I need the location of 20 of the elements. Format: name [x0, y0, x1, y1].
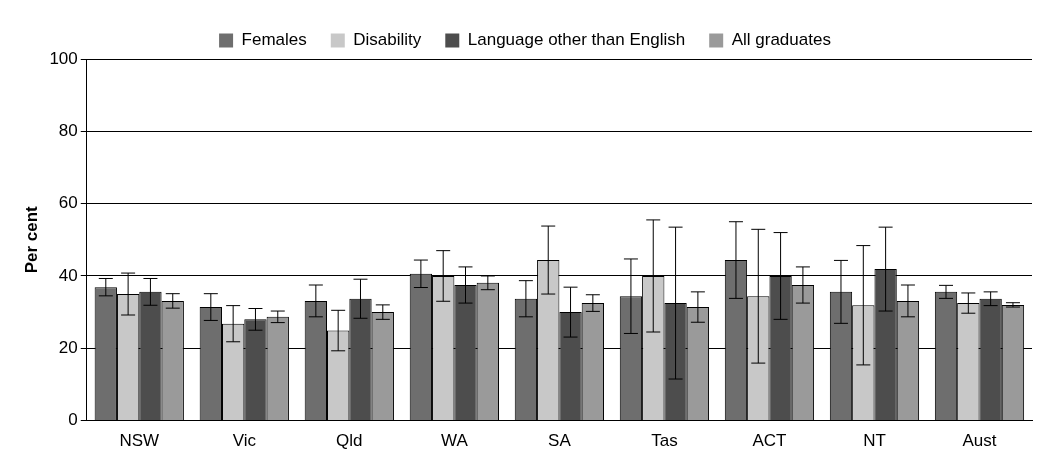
y-tick-label: 0 — [68, 410, 78, 430]
x-tick-label: Tas — [651, 431, 678, 451]
x-tick-label: NT — [863, 431, 886, 451]
legend-label: Females — [241, 30, 307, 50]
y-tick-label: 100 — [49, 48, 78, 68]
x-tick-label: ACT — [752, 431, 787, 451]
y-tick-label: 60 — [58, 193, 78, 213]
x-tick-label: Aust — [962, 431, 997, 451]
legend-label: All graduates — [731, 30, 831, 50]
y-tick-label: 40 — [58, 265, 78, 285]
y-tick-label: 20 — [58, 337, 78, 357]
x-tick-label: SA — [548, 431, 572, 451]
x-tick-label: NSW — [119, 431, 160, 451]
x-tick-label: Vic — [232, 431, 257, 451]
y-tick-label: 80 — [58, 121, 78, 141]
y-axis-title: Per cent — [21, 205, 41, 274]
x-tick-label: WA — [440, 431, 469, 451]
x-tick-label: Qld — [336, 431, 363, 451]
legend-label: Language other than English — [467, 30, 686, 50]
legend-label: Disability — [353, 30, 422, 50]
